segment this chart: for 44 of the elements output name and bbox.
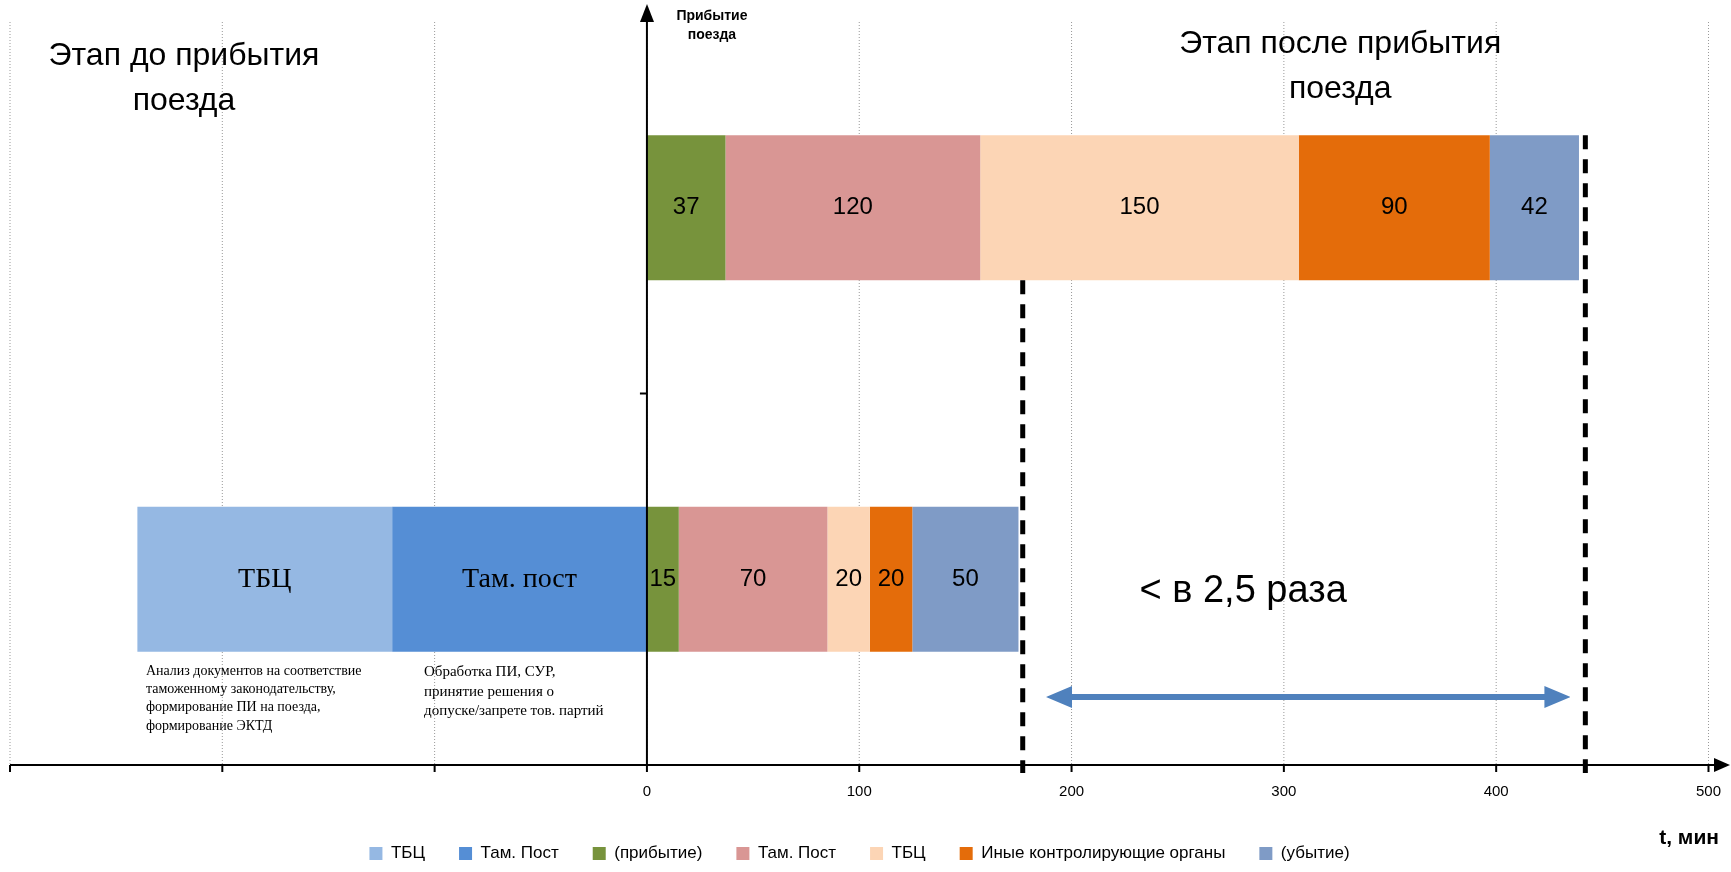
legend-label: Иные контролирующие органы [981,843,1226,863]
legend-label: ТБЦ [891,843,927,863]
data-label: Там. пост [462,561,577,593]
legend-label: ТБЦ [390,843,426,863]
data-label: 20 [835,563,862,591]
bar [1489,135,1579,281]
bar [137,506,393,652]
x-tick-label: 500 [1695,782,1721,800]
x-tick-label: 400 [1483,782,1509,800]
data-label: 70 [739,563,767,591]
y-axis-title: Прибытие поезда [675,6,749,44]
bar [646,506,679,652]
x-tick-label: 0 [642,782,652,800]
annotation: Анализ документов на соответствие таможенному законодательству, формирование ПИ на поезда, формирование ЭКТД [145,662,363,735]
bar [646,135,726,281]
x-axis-title: t, мин [1659,825,1719,849]
legend-label: Там. Пост [480,843,559,863]
data-label: 20 [877,563,905,591]
annotation: Обработка ПИ, СУР, принятие решения о допуске/запрете тов. партий [424,662,604,720]
bar [827,506,870,652]
data-label: 42 [1521,192,1548,220]
annotation: < в 2,5 раза [1139,568,1347,611]
bar [392,506,647,652]
data-label: 37 [672,192,700,220]
x-tick-label: 100 [846,782,872,800]
bar [980,135,1299,281]
data-label: 90 [1380,192,1408,220]
annotation: Этап после прибытия поезда [1178,23,1503,107]
legend-label: (убытие) [1280,843,1350,863]
x-tick-label: 300 [1271,782,1297,800]
data-label: ТБЦ [238,561,292,593]
legend-label: (прибытие) [614,843,703,863]
data-label: 120 [832,192,873,220]
bar [912,506,1019,652]
x-tick-label: 200 [1059,782,1085,800]
bar [1298,135,1490,281]
annotation: Этап до прибытия поезда [47,35,321,119]
data-label: 50 [952,563,979,591]
bar [869,506,913,652]
data-label: 15 [649,563,677,591]
data-label: 150 [1119,192,1160,220]
bar [725,135,981,281]
legend-label: Там. Пост [757,843,837,863]
bar [678,506,828,652]
